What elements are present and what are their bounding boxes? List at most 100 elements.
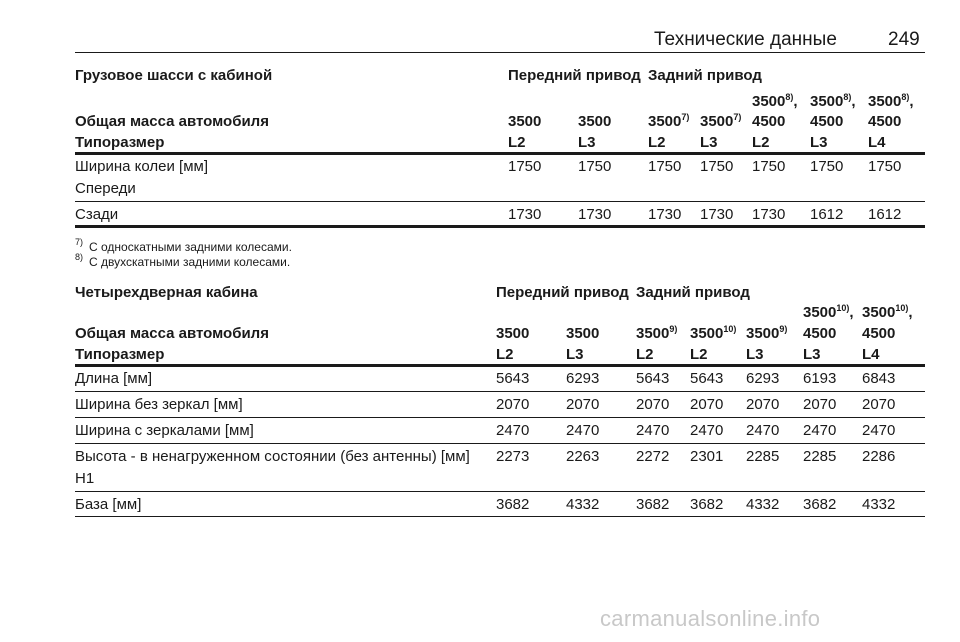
table-cell: 2470 xyxy=(690,422,724,439)
row-label: Ширина колеи [мм] xyxy=(75,158,208,175)
table-cell: 2470 xyxy=(803,422,837,439)
row-label: H1 xyxy=(75,470,95,487)
table-cell: 2286 xyxy=(862,448,896,465)
table-cell: 1730 xyxy=(508,206,542,223)
mass-cell: 3500 xyxy=(578,113,612,130)
table-bottom-divider xyxy=(75,516,925,517)
table-cell: 6293 xyxy=(566,370,600,387)
page-title: Технические данные xyxy=(654,29,837,50)
mass-cell: 4500 xyxy=(803,325,837,342)
row-label: Сзади xyxy=(75,206,119,223)
table-cell: 1612 xyxy=(868,206,902,223)
size-cell: L2 xyxy=(508,134,526,151)
size-cell: L3 xyxy=(566,346,584,363)
row-divider xyxy=(75,443,925,444)
row-divider xyxy=(75,201,925,202)
row-label: Ширина с зеркалами [мм] xyxy=(75,422,254,439)
table-cell: 6193 xyxy=(803,370,837,387)
table-cell: 3682 xyxy=(496,496,530,513)
table-cell: 2272 xyxy=(636,448,670,465)
table-cell: 2301 xyxy=(690,448,724,465)
table-cell: 2470 xyxy=(566,422,600,439)
row-label-size: Типоразмер xyxy=(75,134,165,151)
table-cell: 2470 xyxy=(746,422,780,439)
table-cell: 3682 xyxy=(803,496,837,513)
size-cell: L2 xyxy=(752,134,770,151)
table-cell: 1750 xyxy=(700,158,734,175)
table-cell: 4332 xyxy=(862,496,896,513)
row-label: Длина [мм] xyxy=(75,370,153,387)
size-cell: L3 xyxy=(803,346,821,363)
mass-cell: 4500 xyxy=(810,113,844,130)
table-title: Грузовое шасси с кабиной xyxy=(75,67,273,84)
table-cell: 1750 xyxy=(810,158,844,175)
mass-cell: 35007) xyxy=(700,112,742,131)
drive-rear-header: Задний привод xyxy=(648,67,762,84)
size-cell: L2 xyxy=(690,346,708,363)
footnote: 8) С двухскатными задними колесами. xyxy=(75,252,291,270)
table-cell: 1730 xyxy=(752,206,786,223)
size-cell: L4 xyxy=(862,346,880,363)
table-cell: 4332 xyxy=(566,496,600,513)
mass-cell: 4500 xyxy=(862,325,896,342)
row-divider xyxy=(75,417,925,418)
size-cell: L3 xyxy=(746,346,764,363)
size-cell: L3 xyxy=(810,134,828,151)
mass-top-cell: 35008), xyxy=(752,92,798,111)
table-cell: 4332 xyxy=(746,496,780,513)
mass-cell: 35007) xyxy=(648,112,690,131)
footnote: 7) С односкатными задними колесами. xyxy=(75,237,292,255)
mass-top-cell: 35008), xyxy=(868,92,914,111)
header-divider xyxy=(75,52,925,53)
size-cell: L4 xyxy=(868,134,886,151)
mass-cell: 3500 xyxy=(496,325,530,342)
table-cell: 2285 xyxy=(746,448,780,465)
table-cell: 2070 xyxy=(746,396,780,413)
table-cell: 2070 xyxy=(862,396,896,413)
size-cell: L2 xyxy=(496,346,514,363)
table-cell: 1730 xyxy=(648,206,682,223)
mass-top-cell: 350010), xyxy=(862,303,913,322)
table-cell: 2470 xyxy=(636,422,670,439)
mass-top-cell: 350010), xyxy=(803,303,854,322)
table-cell: 6293 xyxy=(746,370,780,387)
row-label: Высота - в ненагруженном состоянии (без … xyxy=(75,448,470,465)
table-cell: 1750 xyxy=(508,158,542,175)
table-header-divider xyxy=(75,364,925,367)
row-label-size: Типоразмер xyxy=(75,346,165,363)
table-cell: 1750 xyxy=(578,158,612,175)
table-cell: 2263 xyxy=(566,448,600,465)
drive-rear-header: Задний привод xyxy=(636,284,750,301)
table-cell: 1750 xyxy=(752,158,786,175)
drive-front-header: Передний привод xyxy=(496,284,629,301)
table-cell: 1730 xyxy=(578,206,612,223)
row-label-mass: Общая масса автомобиля xyxy=(75,325,269,342)
table-cell: 3682 xyxy=(636,496,670,513)
mass-cell: 35009) xyxy=(746,324,788,343)
table-cell: 2273 xyxy=(496,448,530,465)
table-cell: 1750 xyxy=(648,158,682,175)
size-cell: L3 xyxy=(578,134,596,151)
watermark: carmanualsonline.info xyxy=(600,606,821,631)
table-cell: 5643 xyxy=(496,370,530,387)
table-cell: 3682 xyxy=(690,496,724,513)
page-number: 249 xyxy=(888,29,920,50)
table-cell: 2070 xyxy=(496,396,530,413)
row-label-mass: Общая масса автомобиля xyxy=(75,113,269,130)
drive-front-header: Передний привод xyxy=(508,67,641,84)
row-divider xyxy=(75,391,925,392)
mass-top-cell: 35008), xyxy=(810,92,856,111)
size-cell: L2 xyxy=(636,346,654,363)
table-cell: 2070 xyxy=(566,396,600,413)
table-cell: 2285 xyxy=(803,448,837,465)
table-cell: 5643 xyxy=(690,370,724,387)
mass-cell: 4500 xyxy=(752,113,786,130)
table-bottom-divider xyxy=(75,225,925,228)
table-cell: 6843 xyxy=(862,370,896,387)
table-cell: 5643 xyxy=(636,370,670,387)
mass-cell: 3500 xyxy=(508,113,542,130)
row-divider xyxy=(75,491,925,492)
mass-cell: 3500 xyxy=(566,325,600,342)
size-cell: L3 xyxy=(700,134,718,151)
table-header-divider xyxy=(75,152,925,155)
